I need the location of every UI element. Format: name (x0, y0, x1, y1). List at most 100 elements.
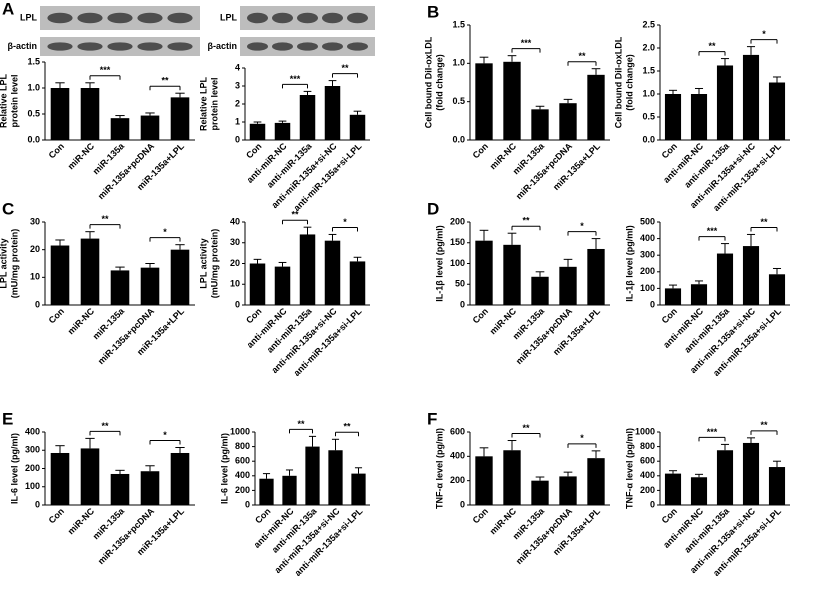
bar (170, 452, 190, 505)
y-axis-label: Relative LPL (198, 76, 208, 131)
y-axis-label: TNF-α level (pg/ml) (624, 428, 634, 509)
bar (349, 261, 366, 305)
significance-label: * (580, 221, 584, 231)
y-tick-label: 500 (640, 216, 655, 226)
significance-label: ** (522, 423, 530, 433)
blot-band (322, 12, 343, 24)
bar (274, 266, 291, 305)
blot-band (77, 12, 103, 24)
y-tick-label: 200 (640, 266, 655, 276)
x-tick-label: miR-135a+pcDNA (96, 506, 157, 567)
panel-letter: E (2, 409, 13, 428)
bar (559, 476, 577, 505)
y-tick-label: 20 (230, 258, 240, 268)
y-tick-label: 0.0 (27, 134, 40, 144)
bar (587, 74, 605, 140)
bar (475, 240, 493, 305)
x-tick-label: Con (244, 306, 263, 325)
y-tick-label: 0.5 (642, 111, 655, 121)
bar (716, 450, 734, 505)
y-tick-label: 1.5 (642, 65, 655, 75)
y-tick-label: 4 (235, 62, 240, 72)
blot-band (47, 42, 73, 51)
y-axis-label: IL-6 level (pg/ml) (9, 433, 19, 504)
y-tick-label: 0 (650, 499, 655, 509)
blot-band (347, 42, 368, 51)
bar (170, 97, 190, 140)
bar (768, 274, 786, 305)
y-tick-label: 600 (235, 456, 250, 466)
y-tick-label: 0 (245, 499, 250, 509)
blot-band (47, 12, 73, 24)
bar (742, 54, 760, 140)
significance-label: * (343, 217, 347, 227)
significance-label: ** (343, 422, 351, 432)
y-axis-label: protein level (9, 74, 19, 127)
y-axis-label: Cell bound DiI-oxLDL (423, 36, 433, 128)
bar (282, 475, 297, 505)
y-tick-label: 300 (25, 445, 40, 455)
significance-label: ** (161, 76, 169, 86)
blot-label: β-actin (208, 41, 238, 51)
y-axis-label: TNF-α level (pg/ml) (434, 428, 444, 509)
y-tick-label: 2.5 (642, 19, 655, 29)
y-tick-label: 1.5 (452, 19, 465, 29)
y-axis-label: LPL activity (0, 238, 8, 288)
bar (50, 88, 70, 140)
bar (690, 94, 708, 140)
bar (80, 88, 100, 140)
y-tick-label: 1000 (230, 426, 250, 436)
blot-label: β-actin (8, 41, 38, 51)
y-tick-label: 0 (235, 299, 240, 309)
significance-label: ** (708, 41, 716, 51)
x-tick-label: Con (660, 506, 679, 525)
panel-letter: D (427, 199, 439, 218)
bar (587, 248, 605, 305)
x-tick-label: anti-miR-135a (682, 140, 732, 190)
significance-label: *** (707, 427, 718, 437)
x-tick-label: Con (47, 306, 66, 325)
y-tick-label: 100 (640, 283, 655, 293)
y-tick-label: 100 (25, 481, 40, 491)
blot-band (297, 12, 318, 24)
y-axis-label: LPL activity (198, 238, 208, 288)
y-tick-label: 600 (450, 426, 465, 436)
significance-label: * (762, 29, 766, 39)
y-tick-label: 10 (230, 279, 240, 289)
y-tick-label: 200 (235, 485, 250, 495)
bar (664, 94, 682, 140)
bar (170, 249, 190, 305)
x-tick-label: Con (471, 506, 490, 525)
significance-label: * (580, 433, 584, 443)
x-tick-label: Con (47, 141, 66, 160)
y-tick-label: 400 (450, 451, 465, 461)
y-axis-label: IL-1β level (pg/ml) (434, 225, 444, 302)
blot-band (167, 12, 193, 24)
bar (531, 276, 549, 305)
bar (716, 65, 734, 140)
blot-band (347, 12, 368, 24)
blot-band (297, 42, 318, 51)
y-axis-label: Relative LPL (0, 73, 8, 128)
x-tick-label: Con (253, 506, 272, 525)
bar (249, 263, 266, 305)
x-tick-label: Con (660, 141, 679, 160)
bar (351, 473, 366, 505)
blot-band (107, 42, 133, 51)
y-tick-label: 200 (450, 216, 465, 226)
bar (249, 123, 266, 140)
significance-label: * (163, 430, 167, 440)
x-tick-label: anti-miR-135a (682, 505, 732, 555)
bar (50, 245, 70, 305)
y-tick-label: 600 (640, 456, 655, 466)
blot-label: LPL (20, 12, 38, 22)
y-tick-label: 0 (235, 134, 240, 144)
y-tick-label: 300 (640, 250, 655, 260)
y-tick-label: 30 (30, 216, 40, 226)
bar (328, 450, 343, 505)
y-tick-label: 800 (235, 441, 250, 451)
y-axis-label: Cell bound DiI-oxLDL (613, 36, 623, 128)
y-tick-label: 0.5 (27, 108, 40, 118)
bar (50, 452, 70, 505)
significance-label: *** (290, 74, 301, 84)
